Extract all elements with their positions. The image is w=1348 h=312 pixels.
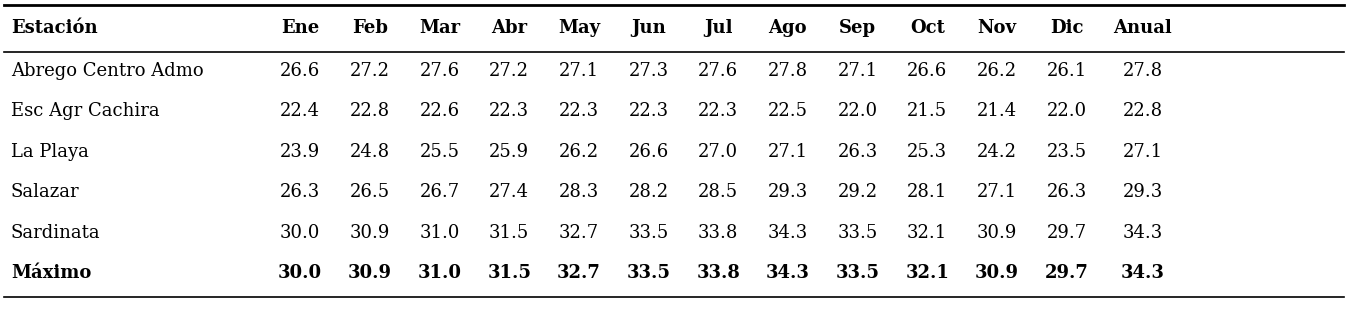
Text: 33.5: 33.5 bbox=[837, 224, 878, 242]
Text: 30.9: 30.9 bbox=[977, 224, 1016, 242]
Text: Jun: Jun bbox=[631, 19, 666, 37]
Text: 31.0: 31.0 bbox=[419, 224, 460, 242]
Text: 27.1: 27.1 bbox=[837, 62, 878, 80]
Text: 34.3: 34.3 bbox=[1123, 224, 1163, 242]
Text: Estación: Estación bbox=[11, 19, 97, 37]
Text: 22.8: 22.8 bbox=[350, 102, 390, 120]
Text: 33.8: 33.8 bbox=[698, 224, 739, 242]
Text: 32.7: 32.7 bbox=[559, 224, 599, 242]
Text: 22.4: 22.4 bbox=[280, 102, 321, 120]
Text: 22.8: 22.8 bbox=[1123, 102, 1163, 120]
Text: 33.5: 33.5 bbox=[836, 264, 879, 282]
Text: Dic: Dic bbox=[1050, 19, 1084, 37]
Text: Jul: Jul bbox=[704, 19, 732, 37]
Text: Feb: Feb bbox=[352, 19, 388, 37]
Text: 23.5: 23.5 bbox=[1046, 143, 1086, 161]
Text: 22.3: 22.3 bbox=[559, 102, 599, 120]
Text: Abrego Centro Admo: Abrego Centro Admo bbox=[11, 62, 204, 80]
Text: 25.3: 25.3 bbox=[907, 143, 948, 161]
Text: 34.3: 34.3 bbox=[1122, 264, 1165, 282]
Text: 31.0: 31.0 bbox=[418, 264, 461, 282]
Text: 26.1: 26.1 bbox=[1046, 62, 1086, 80]
Text: Anual: Anual bbox=[1113, 19, 1173, 37]
Text: 32.1: 32.1 bbox=[906, 264, 949, 282]
Text: Abr: Abr bbox=[491, 19, 527, 37]
Text: Sep: Sep bbox=[838, 19, 876, 37]
Text: 32.1: 32.1 bbox=[907, 224, 948, 242]
Text: 31.5: 31.5 bbox=[489, 224, 530, 242]
Text: 30.9: 30.9 bbox=[975, 264, 1019, 282]
Text: Máximo: Máximo bbox=[11, 264, 92, 282]
Text: 22.0: 22.0 bbox=[1046, 102, 1086, 120]
Text: 30.0: 30.0 bbox=[278, 264, 322, 282]
Text: May: May bbox=[558, 19, 600, 37]
Text: 23.9: 23.9 bbox=[280, 143, 321, 161]
Text: 22.3: 22.3 bbox=[698, 102, 739, 120]
Text: 27.8: 27.8 bbox=[1123, 62, 1163, 80]
Text: 27.3: 27.3 bbox=[628, 62, 669, 80]
Text: 26.3: 26.3 bbox=[280, 183, 321, 202]
Text: 30.9: 30.9 bbox=[348, 264, 392, 282]
Text: 29.3: 29.3 bbox=[1123, 183, 1163, 202]
Text: 29.7: 29.7 bbox=[1045, 264, 1088, 282]
Text: 33.5: 33.5 bbox=[628, 224, 669, 242]
Text: La Playa: La Playa bbox=[11, 143, 89, 161]
Text: 27.6: 27.6 bbox=[419, 62, 460, 80]
Text: 26.6: 26.6 bbox=[907, 62, 948, 80]
Text: 26.3: 26.3 bbox=[1046, 183, 1086, 202]
Text: 21.4: 21.4 bbox=[977, 102, 1016, 120]
Text: 28.2: 28.2 bbox=[628, 183, 669, 202]
Text: 26.2: 26.2 bbox=[559, 143, 599, 161]
Text: 27.6: 27.6 bbox=[698, 62, 739, 80]
Text: 22.6: 22.6 bbox=[419, 102, 460, 120]
Text: 27.1: 27.1 bbox=[1123, 143, 1163, 161]
Text: 33.8: 33.8 bbox=[697, 264, 740, 282]
Text: 29.7: 29.7 bbox=[1046, 224, 1086, 242]
Text: 25.5: 25.5 bbox=[419, 143, 460, 161]
Text: 24.8: 24.8 bbox=[350, 143, 390, 161]
Text: 29.3: 29.3 bbox=[768, 183, 807, 202]
Text: 34.3: 34.3 bbox=[768, 224, 807, 242]
Text: Ene: Ene bbox=[282, 19, 319, 37]
Text: 27.2: 27.2 bbox=[350, 62, 390, 80]
Text: Ago: Ago bbox=[768, 19, 807, 37]
Text: Oct: Oct bbox=[910, 19, 945, 37]
Text: 33.5: 33.5 bbox=[627, 264, 670, 282]
Text: 27.8: 27.8 bbox=[768, 62, 807, 80]
Text: 21.5: 21.5 bbox=[907, 102, 948, 120]
Text: 28.3: 28.3 bbox=[559, 183, 599, 202]
Text: 30.9: 30.9 bbox=[349, 224, 390, 242]
Text: 26.3: 26.3 bbox=[837, 143, 878, 161]
Text: 22.3: 22.3 bbox=[628, 102, 669, 120]
Text: 27.4: 27.4 bbox=[489, 183, 530, 202]
Text: 30.0: 30.0 bbox=[280, 224, 321, 242]
Text: 22.3: 22.3 bbox=[489, 102, 530, 120]
Text: 27.1: 27.1 bbox=[559, 62, 599, 80]
Text: 27.2: 27.2 bbox=[489, 62, 530, 80]
Text: Salazar: Salazar bbox=[11, 183, 80, 202]
Text: 22.5: 22.5 bbox=[768, 102, 807, 120]
Text: 26.6: 26.6 bbox=[280, 62, 321, 80]
Text: Mar: Mar bbox=[419, 19, 460, 37]
Text: 32.7: 32.7 bbox=[557, 264, 601, 282]
Text: 26.7: 26.7 bbox=[419, 183, 460, 202]
Text: 29.2: 29.2 bbox=[837, 183, 878, 202]
Text: 27.1: 27.1 bbox=[977, 183, 1016, 202]
Text: 34.3: 34.3 bbox=[766, 264, 810, 282]
Text: Esc Agr Cachira: Esc Agr Cachira bbox=[11, 102, 159, 120]
Text: 28.1: 28.1 bbox=[907, 183, 948, 202]
Text: 31.5: 31.5 bbox=[487, 264, 531, 282]
Text: 22.0: 22.0 bbox=[837, 102, 878, 120]
Text: 26.2: 26.2 bbox=[977, 62, 1016, 80]
Text: 25.9: 25.9 bbox=[489, 143, 530, 161]
Text: 27.1: 27.1 bbox=[768, 143, 807, 161]
Text: 26.6: 26.6 bbox=[628, 143, 669, 161]
Text: Nov: Nov bbox=[977, 19, 1016, 37]
Text: Sardinata: Sardinata bbox=[11, 224, 101, 242]
Text: 24.2: 24.2 bbox=[977, 143, 1016, 161]
Text: 28.5: 28.5 bbox=[698, 183, 739, 202]
Text: 27.0: 27.0 bbox=[698, 143, 739, 161]
Text: 26.5: 26.5 bbox=[350, 183, 390, 202]
